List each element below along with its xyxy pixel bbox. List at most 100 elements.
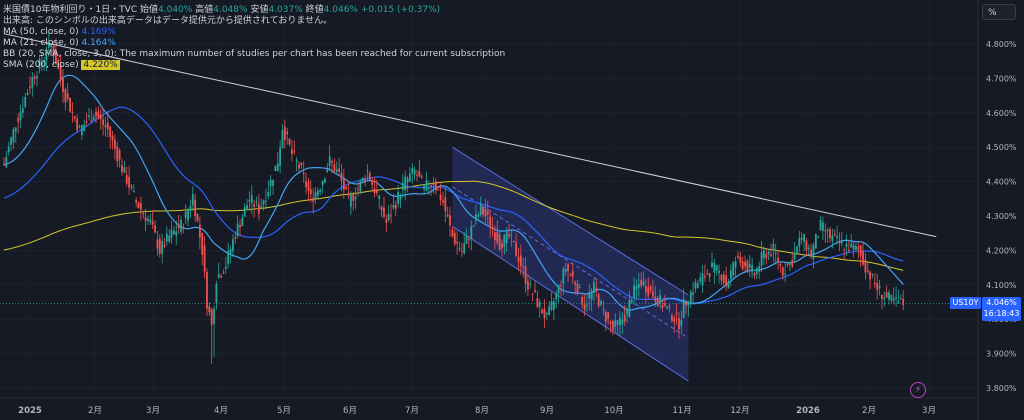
candle-body (881, 295, 883, 300)
candle-body (187, 209, 189, 221)
candle-body (779, 263, 782, 266)
candle-body (295, 160, 298, 162)
candle-body (793, 253, 796, 260)
candle-body (66, 93, 69, 100)
candle-body (80, 125, 83, 136)
candle-body (342, 179, 345, 190)
candle-body (333, 164, 336, 172)
candle-body (220, 276, 223, 278)
candle-body (770, 254, 772, 257)
candle-body (517, 257, 520, 262)
candle-body (687, 303, 690, 306)
candle-body (373, 188, 376, 194)
candle-body (71, 112, 74, 114)
candle-body (26, 93, 29, 95)
unit-button[interactable]: % (982, 4, 1016, 20)
candle-body (250, 194, 253, 204)
candle-body (279, 147, 282, 166)
candle-body (319, 189, 322, 192)
change-value: +0.015 (+0.37%) (360, 5, 441, 15)
low-value: 4.037% (268, 5, 303, 15)
candle-body (411, 168, 414, 174)
y-tick-label: 4.800% (986, 40, 1017, 49)
candle-body (272, 179, 274, 186)
candle-body (257, 203, 260, 214)
x-tick-label: 12月 (730, 406, 749, 416)
candle-body (399, 196, 402, 201)
candle-body (260, 206, 263, 209)
candle-body (236, 223, 239, 237)
candle-body (781, 267, 784, 276)
close-value: 4.046% (323, 5, 358, 15)
candle-body (243, 207, 246, 217)
candle-body (191, 194, 194, 206)
ma21-label: MA (21, close, 0) (3, 38, 79, 48)
candle-body (371, 180, 374, 185)
candle-body (720, 274, 723, 281)
ma50-legend[interactable]: MA (50, close, 0) 4.169% (3, 26, 505, 37)
x-tick-label: 2025 (18, 406, 42, 416)
candle-body (194, 199, 197, 216)
candle-body (385, 219, 388, 223)
candle-body (788, 262, 791, 265)
lightning-icon[interactable]: ⚡ (910, 382, 926, 398)
candle-body (350, 194, 352, 207)
candle-body (637, 284, 640, 288)
ma50-label: MA (50, close, 0) (3, 27, 79, 37)
candle-body (536, 298, 539, 307)
candle-body (619, 317, 621, 326)
y-tick-label: 4.500% (986, 143, 1017, 152)
candle-body (109, 126, 112, 138)
candle-body (812, 245, 815, 259)
bb-legend[interactable]: BB (20, SMA, close, 3, 0): The maximum n… (3, 49, 506, 59)
candle-body (283, 126, 286, 140)
candle-body (158, 238, 161, 254)
candle-body (692, 292, 695, 295)
candle-body (144, 217, 147, 222)
candle-body (156, 239, 159, 249)
candle-body (564, 268, 567, 272)
y-tick-label: 4.600% (986, 109, 1017, 118)
candle-body (147, 218, 149, 221)
candle-body (3, 164, 5, 166)
candle-body (364, 178, 366, 181)
candle-body (866, 270, 869, 272)
ma21-legend[interactable]: MA (21, close, 0) 4.164% (3, 37, 505, 48)
candle-body (814, 234, 817, 249)
candle-body (314, 192, 317, 200)
candle-body (203, 245, 206, 272)
candle-body (588, 294, 591, 299)
candle-body (534, 290, 536, 293)
candle-body (847, 249, 850, 252)
candle-body (213, 308, 215, 324)
candle-body (501, 243, 503, 249)
candle-body (90, 119, 93, 122)
candle-body (741, 261, 744, 270)
candle-body (340, 173, 343, 181)
candle-body (85, 121, 88, 123)
candle-body (578, 286, 581, 288)
candle-body (878, 285, 881, 289)
candle-body (227, 251, 230, 264)
sma200-legend[interactable]: SMA (200, close) 4.220% (3, 59, 505, 70)
candle-body (902, 298, 905, 306)
candle-body (822, 222, 824, 231)
candle-body (489, 216, 492, 227)
candle-body (338, 168, 341, 172)
candle-body (810, 249, 813, 257)
candle-body (151, 221, 154, 225)
candle-body (335, 169, 338, 172)
candle-body (491, 227, 494, 229)
candle-body (897, 301, 900, 303)
candle-body (758, 266, 761, 272)
candle-body (92, 117, 95, 121)
candle-body (326, 169, 329, 173)
candle-body (196, 214, 199, 222)
symbol-title[interactable]: 米国債10年物利回り・1日・TVC (3, 5, 138, 15)
candle-body (623, 314, 626, 322)
candle-body (595, 287, 598, 292)
candle-body (869, 271, 872, 280)
candle-body (198, 224, 201, 238)
candle-body (64, 89, 67, 103)
